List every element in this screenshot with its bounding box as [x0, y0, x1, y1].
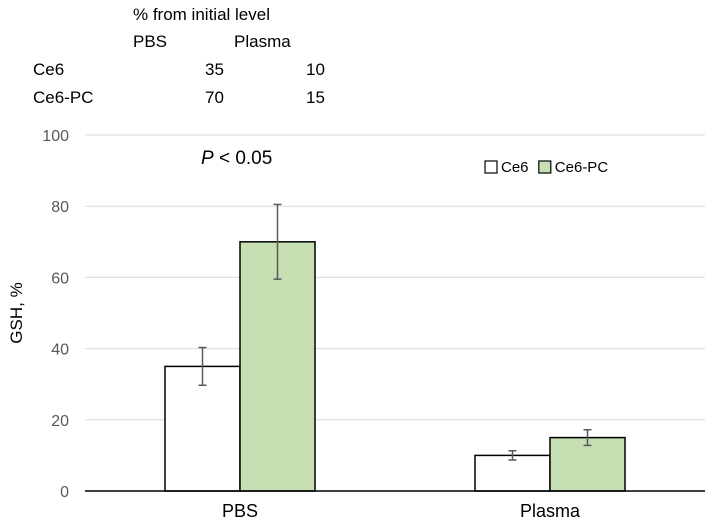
y-tick-labels: 0 20 40 60 80 100	[42, 128, 69, 501]
y-tick-label: 80	[51, 199, 69, 216]
legend-label: Ce6	[501, 159, 529, 176]
y-tick-label: 20	[51, 413, 69, 430]
error-bars	[198, 203, 592, 461]
annotation-rest: < 0.05	[214, 148, 273, 169]
legend-swatch	[484, 160, 498, 174]
table-row-label-ce6-pc: Ce6-PC	[33, 88, 94, 107]
bars	[164, 241, 626, 492]
table-col-header-pbs: PBS	[133, 32, 168, 51]
y-tick-label: 40	[51, 342, 69, 359]
table-col-header-plasma: Plasma	[234, 32, 291, 51]
bar	[164, 365, 241, 492]
table-cell-ce6-plasma: 10	[306, 60, 325, 79]
x-tick-label: PBS	[222, 501, 258, 521]
bar	[549, 436, 626, 492]
gridlines	[85, 134, 705, 421]
y-tick-label: 100	[42, 128, 69, 145]
summary-table: % from initial level PBS Plasma Ce6 35 1…	[0, 0, 709, 110]
x-tick-label: Plasma	[520, 501, 581, 521]
x-tick-labels: PBS Plasma	[222, 501, 581, 521]
table-cell-ce6-pbs: 35	[205, 60, 224, 79]
y-axis-label: GSH, %	[7, 282, 26, 343]
significance-annotation: P < 0.05	[201, 148, 272, 169]
bar	[239, 241, 316, 492]
table-cell-ce6pc-plasma: 15	[306, 88, 325, 107]
table-cell-ce6pc-pbs: 70	[205, 88, 224, 107]
legend-label: Ce6-PC	[555, 159, 609, 176]
annotation-italic: P	[201, 148, 214, 169]
y-tick-label: 60	[51, 270, 69, 287]
legend: Ce6 Ce6-PC	[484, 159, 609, 176]
table-title: % from initial level	[133, 5, 270, 24]
table-row-label-ce6: Ce6	[33, 60, 65, 79]
legend-swatch	[538, 160, 552, 174]
bar	[474, 454, 551, 492]
y-tick-label: 0	[60, 484, 69, 501]
